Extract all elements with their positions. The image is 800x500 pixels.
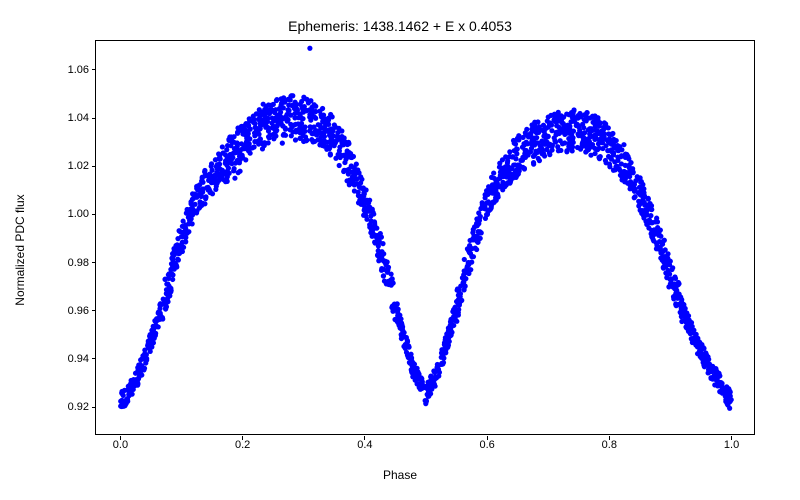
y-tick-mark <box>92 407 96 408</box>
y-tick-mark <box>92 214 96 215</box>
plot-area: 0.00.20.40.60.81.00.920.940.960.981.001.… <box>95 40 755 435</box>
y-tick-mark <box>92 262 96 263</box>
y-tick-mark <box>92 166 96 167</box>
chart-title: Ephemeris: 1438.1462 + E x 0.4053 <box>288 18 512 34</box>
y-tick-mark <box>92 358 96 359</box>
x-tick-mark <box>609 436 610 440</box>
scatter-points-layer <box>96 41 756 436</box>
x-tick-mark <box>242 436 243 440</box>
x-axis-label: Phase <box>383 468 417 482</box>
y-tick-mark <box>92 118 96 119</box>
x-tick-mark <box>120 436 121 440</box>
y-tick-mark <box>92 310 96 311</box>
x-tick-mark <box>487 436 488 440</box>
x-tick-mark <box>364 436 365 440</box>
x-tick-mark <box>731 436 732 440</box>
y-tick-mark <box>92 69 96 70</box>
phase-scatter-chart: Ephemeris: 1438.1462 + E x 0.4053 Normal… <box>0 0 800 500</box>
y-axis-label: Normalized PDC flux <box>13 194 27 305</box>
